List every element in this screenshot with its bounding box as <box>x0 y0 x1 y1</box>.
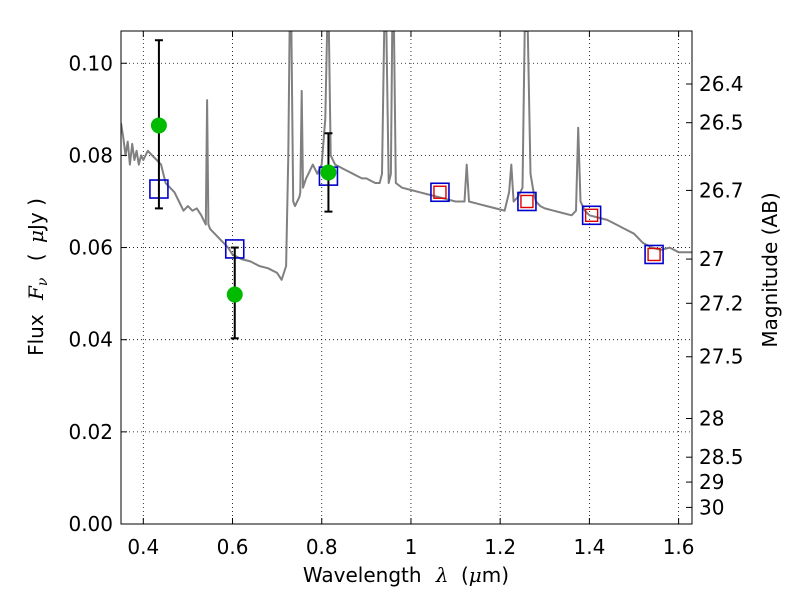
magnitude-axis-label: Magnitude (AB) <box>758 192 782 347</box>
magnitude-tick-label: 26.4 <box>699 72 744 96</box>
magnitude-tick-label: 27.5 <box>699 345 744 369</box>
y-tick-label: 0.00 <box>68 512 113 536</box>
y-axis-label-subscript: ν <box>35 277 51 286</box>
y-tick-label: 0.06 <box>68 236 113 260</box>
x-tick-label: 0.8 <box>306 535 338 559</box>
x-axis-label: Wavelength λ (μm) <box>303 563 509 587</box>
model-photometry-inner-square <box>647 247 661 262</box>
x-axis-label-unit-mu: μ <box>469 563 482 587</box>
y-tick-label: 0.08 <box>68 143 113 167</box>
model-photometry-square <box>581 205 602 226</box>
x-axis-label-prefix: Wavelength <box>303 563 422 587</box>
y-tick-label: 0.02 <box>68 420 113 444</box>
y-axis-label-symbol: F <box>24 285 48 301</box>
photometry-markers <box>149 39 664 340</box>
y-axis-label-unit-open: ( <box>24 253 48 261</box>
observed-flux-point <box>150 117 167 134</box>
x-tick-label: 1.4 <box>573 535 605 559</box>
x-axis-label-unit-open: ( <box>461 563 469 587</box>
y-tick-label: 0.10 <box>68 51 113 75</box>
x-axis-label-symbol: λ <box>435 563 449 587</box>
y-tick-label: 0.04 <box>68 328 113 352</box>
magnitude-tick-label: 30 <box>699 495 724 519</box>
model-photometry-inner-square <box>520 194 534 209</box>
axes-frame <box>120 30 693 525</box>
y-axis-label-unit-mu: μ <box>24 230 48 243</box>
plot-area <box>121 31 692 281</box>
model-photometry-square <box>517 191 537 212</box>
model-photometry-inner-square <box>584 208 599 222</box>
model-photometry-inner-square <box>433 185 447 199</box>
x-tick-label: 1.2 <box>484 535 516 559</box>
x-tick-label: 1.6 <box>663 535 695 559</box>
y-axis-label-prefix: Flux <box>24 314 48 356</box>
x-tick-label: 0.4 <box>127 535 159 559</box>
x-tick-label: 1 <box>405 535 418 559</box>
magnitude-tick-label: 28 <box>699 406 724 430</box>
y-axis-label-unit-rest: Jy ) <box>24 198 48 232</box>
magnitude-tick-label: 27.2 <box>699 291 744 315</box>
magnitude-tick-label: 27 <box>699 247 724 271</box>
observed-flux-point <box>226 286 243 303</box>
magnitude-tick-label: 29 <box>699 470 724 494</box>
observed-flux-point <box>320 164 337 181</box>
y-axis-label: Flux Fν ( μJy ) <box>24 198 52 356</box>
x-tick-label: 0.6 <box>217 535 249 559</box>
model-photometry-square <box>644 244 664 265</box>
magnitude-tick-label: 26.5 <box>699 111 744 135</box>
axis-ticks: 0.4 0.6 0.8 1 1.2 1.4 1.6 0.00 0.02 0.04 0.06 0.08 0… <box>68 31 744 559</box>
magnitude-tick-label: 26.7 <box>699 178 744 202</box>
model-photometry-square <box>430 182 450 203</box>
x-axis-label-unit-rest: m) <box>482 563 509 587</box>
magnitude-tick-label: 28.5 <box>699 445 744 469</box>
sed-model-line <box>121 31 692 281</box>
